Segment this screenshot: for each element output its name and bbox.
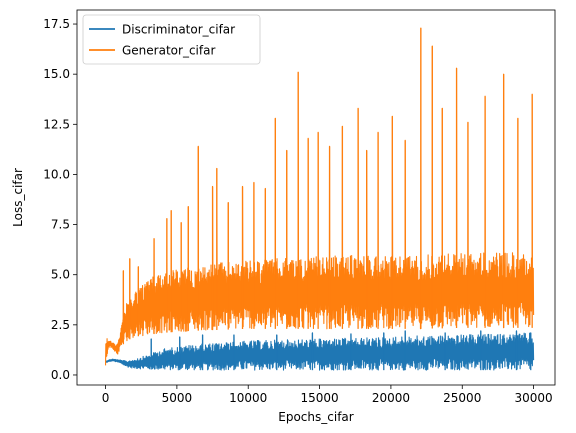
legend-label-discriminator: Discriminator_cifar bbox=[122, 23, 235, 37]
legend-label-generator: Generator_cifar bbox=[122, 44, 215, 58]
x-axis-title: Epochs_cifar bbox=[278, 410, 354, 424]
x-tick-label: 15000 bbox=[300, 391, 338, 405]
axes-background bbox=[77, 10, 555, 385]
legend: Discriminator_cifar Generator_cifar bbox=[82, 14, 261, 65]
legend-frame bbox=[82, 14, 261, 65]
y-tick-label: 15.0 bbox=[43, 67, 70, 81]
axes-frame bbox=[76, 9, 556, 386]
y-tick-label: 7.5 bbox=[51, 218, 70, 232]
plot-area bbox=[76, 9, 556, 386]
y-axis-title: Loss_cifar bbox=[11, 168, 25, 227]
x-tick-label: 10000 bbox=[229, 391, 267, 405]
series-line-discriminator bbox=[105, 330, 535, 371]
y-tick-label: 10.0 bbox=[43, 167, 70, 181]
y-axis-ticks: 0.0 2.5 5.0 7.5 10.0 12.5 15.0 17.5 bbox=[43, 17, 77, 382]
x-tick-label: 5000 bbox=[162, 391, 193, 405]
series-layer bbox=[104, 27, 535, 371]
y-tick-label: 12.5 bbox=[43, 117, 70, 131]
x-axis-ticks: 0 5000 10000 15000 20000 25000 30000 bbox=[102, 385, 553, 405]
y-tick-label: 0.0 bbox=[51, 368, 70, 382]
x-tick-label: 0 bbox=[102, 391, 110, 405]
x-tick-label: 20000 bbox=[372, 391, 410, 405]
y-tick-label: 17.5 bbox=[43, 17, 70, 31]
y-tick-label: 2.5 bbox=[51, 318, 70, 332]
x-tick-label: 25000 bbox=[443, 391, 481, 405]
y-tick-label: 5.0 bbox=[51, 268, 70, 282]
x-tick-label: 30000 bbox=[515, 391, 553, 405]
series-line-generator bbox=[104, 27, 535, 366]
